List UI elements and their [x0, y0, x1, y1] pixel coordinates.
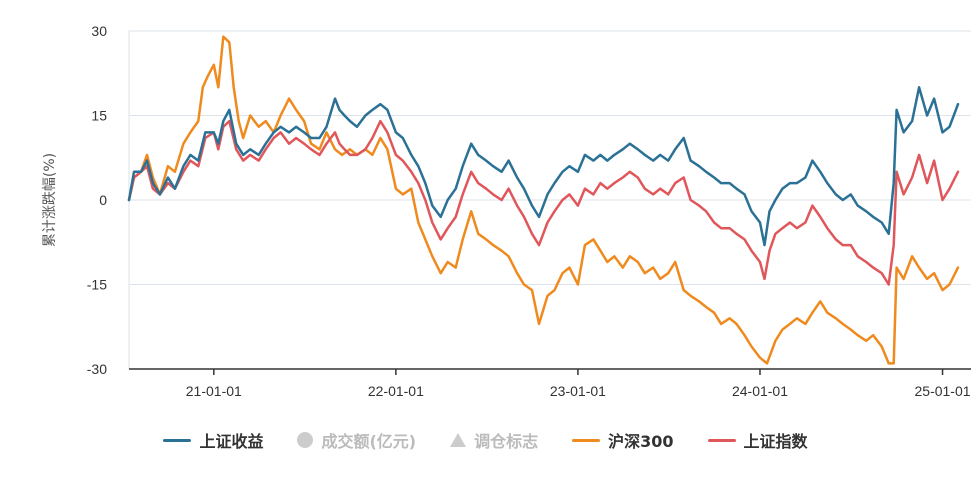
- line-swatch-icon: [707, 438, 736, 442]
- y-tick-label: 15: [91, 108, 107, 124]
- x-tick-label: 22-01-01: [368, 383, 424, 399]
- legend-item-turnover[interactable]: 成交额(亿元): [297, 428, 416, 452]
- legend-item-shanghai-return[interactable]: 上证收益: [163, 428, 263, 452]
- x-tick-label: 24-01-01: [732, 383, 788, 399]
- line-chart: 30 15 0 -15 -30 21-01-01 22-01-01 23-01-01 24-01…: [42, 23, 971, 399]
- y-axis-title: 累计涨跌幅(%): [42, 153, 58, 247]
- legend-label: 上证指数: [743, 432, 808, 451]
- y-tick-label: -15: [87, 277, 107, 293]
- legend-label: 上证收益: [199, 432, 264, 451]
- line-swatch-icon: [163, 438, 192, 442]
- x-tick-label: 23-01-01: [550, 383, 606, 399]
- y-tick-label: 0: [99, 192, 107, 208]
- legend-label: 沪深300: [608, 432, 674, 451]
- triangle-swatch-icon: [450, 433, 467, 447]
- line-swatch-icon: [572, 438, 601, 442]
- legend-item-rebalance-marker[interactable]: 调仓标志: [450, 428, 538, 452]
- circle-swatch-icon: [297, 432, 314, 448]
- y-tick-label: -30: [87, 361, 107, 377]
- legend-label: 成交额(亿元): [321, 432, 417, 451]
- legend-item-csi300[interactable]: 沪深300: [572, 428, 674, 452]
- series-line-4: [127, 119, 960, 286]
- legend-item-shanghai-index[interactable]: 上证指数: [707, 428, 808, 452]
- series-lines: [127, 35, 960, 365]
- y-tick-label: 30: [91, 23, 107, 39]
- x-tick-label: 21-01-01: [186, 383, 242, 399]
- series-line-0: [127, 86, 960, 247]
- legend: 上证收益 成交额(亿元) 调仓标志 沪深300 上证指数: [0, 428, 971, 452]
- legend-label: 调仓标志: [474, 432, 539, 451]
- x-tick-label: 25-01-01: [915, 383, 971, 399]
- series-line-3: [127, 35, 960, 365]
